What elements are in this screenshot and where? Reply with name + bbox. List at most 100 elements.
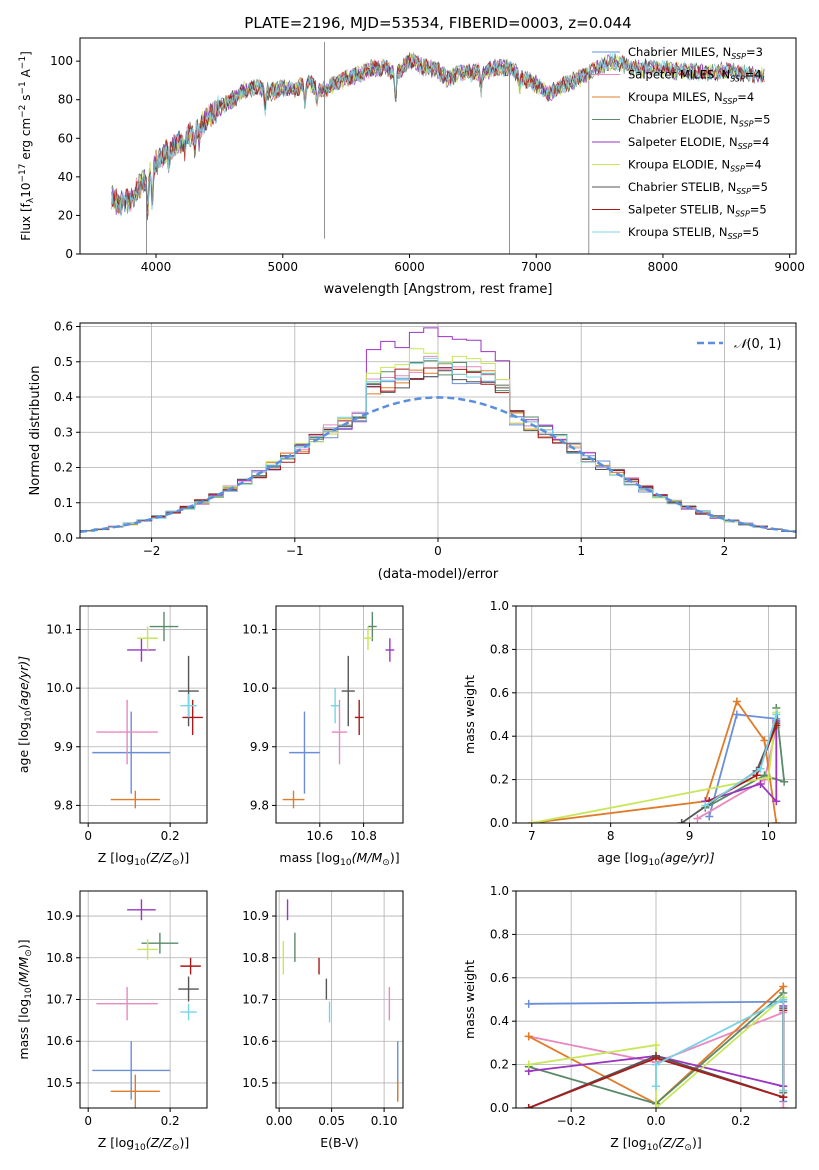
y-axis-label: mass weight [462, 960, 477, 1039]
x-axis-label-part: 10 [647, 1143, 659, 1153]
y-axis-label-part: s [19, 95, 33, 105]
x-tick-label: 0.2 [731, 1114, 750, 1128]
y-tick-label: 40 [58, 170, 73, 184]
y-tick-label: 0.6 [54, 320, 73, 334]
x-tick-label: 8 [607, 829, 615, 843]
weight-marker [780, 777, 789, 786]
weight-series-line [655, 998, 785, 1091]
errorbar-point [178, 976, 199, 1002]
legend-sub: SSP [739, 120, 754, 129]
x-tick-label: 0 [84, 1114, 92, 1128]
y-tick-label: 1.0 [490, 599, 509, 613]
y-tick-label: 100 [50, 54, 73, 68]
weight-marker [524, 999, 533, 1008]
weight-marker [779, 1104, 788, 1108]
y-tick-label: 0.2 [490, 773, 509, 787]
x-tick-label: 7000 [521, 260, 552, 274]
y-axis-label: age [log10(age/yr)] [16, 656, 34, 773]
x-axis-label-part: )] [179, 850, 189, 865]
weight-marker [772, 710, 781, 719]
weight-marker [677, 819, 686, 823]
axes-residuals: −2 −1 0 1 2 0.0 0.1 0.2 0.3 0.4 0.5 0.6 (data-model)… [28, 320, 797, 582]
y-tick-label: 9.8 [54, 798, 73, 812]
x-axis-label: age [log10(age/yr)] [597, 850, 714, 868]
x-tick-label: 1 [577, 544, 585, 558]
errorbar-point [110, 790, 160, 809]
y-tick-label: 20 [58, 208, 73, 222]
legend-series-name: Chabrier MILES, N [628, 45, 731, 59]
errorbar-point [92, 1041, 171, 1100]
y-axis-label-part: −17 [18, 164, 28, 183]
y-tick-label: 0.2 [490, 1058, 509, 1072]
errorbar-point [331, 699, 348, 765]
y-tick-label: 10.1 [46, 622, 73, 636]
legend-entry: Chabrier ELODIE, NSSP=5 [628, 113, 770, 129]
legend-entry: Chabrier MILES, NSSP=3 [628, 45, 763, 61]
y-tick-label: 0.6 [490, 971, 509, 985]
y-tick-label: 80 [58, 93, 73, 107]
errorbar-point [330, 688, 340, 724]
legend-args: (0, 1) [746, 337, 781, 352]
legend-sub: SSP [731, 52, 746, 61]
y-tick-label: 0.2 [54, 461, 73, 475]
errorbar-point [385, 638, 395, 662]
legend-n: =4 [745, 158, 762, 172]
x-tick-label: 0.0 [646, 1114, 665, 1128]
errorbar-point [149, 611, 179, 642]
axes-mass-vs-Z: 0 0.210.510.610.710.810.9Z [log10(Z/Z⊙)]m… [16, 890, 208, 1153]
weight-marker [772, 819, 781, 823]
legend-n: =5 [742, 225, 759, 239]
weight-marker [524, 1104, 533, 1108]
errorbar-point [354, 699, 364, 736]
errorbar-point [282, 790, 305, 809]
y-axis-label-part: age [log [16, 722, 31, 773]
weight-marker [756, 779, 765, 788]
legend-series-name: Salpeter ELODIE, N [628, 135, 738, 149]
weight-marker [732, 710, 741, 719]
legend-n: =5 [754, 113, 771, 127]
y-axis-label: Normed distribution [28, 366, 43, 496]
y-axis-label-part: ⊙ [24, 949, 34, 957]
x-axis-label-part: )] [390, 850, 400, 865]
x-tick-label: 8000 [648, 260, 679, 274]
legend-sub: SSP [735, 210, 750, 219]
legend-sub: SSP [736, 187, 751, 196]
axes-frame [79, 605, 208, 824]
weight-series-line [705, 721, 778, 804]
legend-series-name: Chabrier ELODIE, N [628, 113, 739, 127]
y-tick-label: 10.5 [242, 1076, 269, 1090]
x-tick-label: 0.00 [266, 1114, 293, 1128]
x-axis-label: mass [log10(M/M⊙)] [279, 850, 399, 868]
y-tick-label: 10.0 [46, 681, 73, 695]
weight-marker [764, 773, 773, 782]
legend-series-name: Kroupa ELODIE, N [628, 158, 730, 172]
y-tick-label: 10.6 [242, 1034, 269, 1048]
weight-marker [524, 1032, 533, 1041]
x-tick-label: 5000 [267, 260, 298, 274]
weight-series-line [531, 699, 778, 823]
legend-sub: SSP [730, 75, 745, 84]
legend-entry: Kroupa STELIB, NSSP=5 [628, 225, 759, 241]
x-tick-label: −2 [143, 544, 161, 558]
axes-age-vs-mass: 10.6 10.8 9.8 9.9 10.0 10.1 mass [log10(M/M⊙)] [242, 605, 404, 868]
legend-series-name: Chabrier STELIB, N [628, 180, 736, 194]
x-tick-label: 9000 [774, 260, 805, 274]
y-tick-label: 10.8 [242, 951, 269, 965]
legend-sub: SSP [723, 97, 738, 106]
plot-area-age-vs-Z [92, 611, 203, 809]
x-tick-label: 9 [686, 829, 694, 843]
x-tick-label: 10.6 [306, 829, 333, 843]
legend-series-name: Kroupa STELIB, N [628, 225, 728, 239]
y-tick-label: 10.0 [242, 681, 269, 695]
plot-area-weight-vs-age [527, 697, 789, 823]
errorbar-point [363, 626, 373, 650]
plot-area-weight-vs-Z [524, 982, 788, 1108]
legend-sub: SSP [730, 165, 745, 174]
y-axis-label-part: mass [log [16, 999, 31, 1060]
legend-entry: Salpeter STELIB, NSSP=5 [628, 203, 767, 219]
legend-entry: Kroupa ELODIE, NSSP=4 [628, 158, 762, 174]
y-tick-label: 0.6 [490, 686, 509, 700]
y-axis-label-part: 10 [24, 710, 34, 722]
errorbar-point [180, 1003, 197, 1021]
